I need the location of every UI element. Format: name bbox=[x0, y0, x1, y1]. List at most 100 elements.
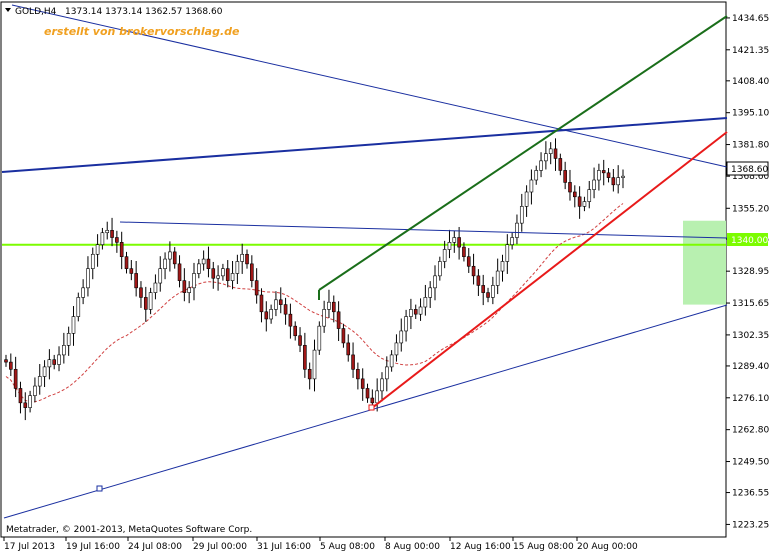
support-zone[interactable] bbox=[683, 220, 726, 305]
candle-body bbox=[90, 253, 95, 269]
candle bbox=[182, 268, 187, 302]
candle-body bbox=[327, 301, 331, 310]
candle-body bbox=[240, 253, 244, 262]
candle bbox=[606, 168, 611, 183]
candle bbox=[86, 256, 90, 297]
candle-body bbox=[264, 311, 269, 320]
candle bbox=[611, 168, 616, 192]
candle-body bbox=[466, 256, 471, 267]
trendline-horizontal-resistance[interactable] bbox=[119, 221, 728, 239]
candle-body bbox=[293, 325, 298, 337]
candle bbox=[447, 229, 452, 259]
candle bbox=[57, 346, 61, 372]
candle-body bbox=[168, 251, 172, 260]
price-axis[interactable]: 1434.65 1421.35 1408.40 1395.10 1381.80 1368.… bbox=[726, 14, 769, 530]
candle bbox=[168, 241, 172, 272]
candle-body bbox=[442, 249, 447, 262]
candle-body bbox=[505, 244, 510, 262]
candle-body bbox=[235, 261, 240, 274]
x-tick-label: 29 Jul 00:00 bbox=[193, 542, 247, 552]
candle-body bbox=[37, 376, 42, 387]
candle-body bbox=[519, 206, 524, 224]
level-price-tag-box bbox=[727, 233, 768, 246]
candle-body bbox=[115, 237, 119, 243]
candle-body bbox=[245, 253, 249, 265]
candle bbox=[466, 248, 471, 273]
channel-red-line[interactable] bbox=[371, 131, 728, 409]
candlestick-series bbox=[4, 138, 625, 421]
candle-body bbox=[221, 268, 225, 277]
symbol-dropdown-arrow-icon[interactable] bbox=[5, 8, 11, 12]
candle bbox=[216, 265, 220, 291]
candle bbox=[389, 350, 394, 372]
time-axis[interactable]: 17 Jul 2013 19 Jul 16:00 24 Jul 08:00 29 Ju… bbox=[3, 537, 638, 552]
trendline-lower-support[interactable] bbox=[3, 304, 728, 519]
candle-body bbox=[433, 275, 437, 289]
candle bbox=[172, 247, 177, 269]
candle-body bbox=[544, 153, 548, 162]
candle bbox=[553, 138, 558, 171]
red-line-anchor-handle[interactable] bbox=[368, 404, 375, 411]
candle-body bbox=[534, 170, 539, 181]
candle bbox=[519, 193, 524, 232]
candle-body bbox=[365, 388, 370, 399]
candle-body bbox=[76, 297, 81, 317]
candle-body bbox=[312, 349, 317, 380]
symbol-timeframe-label: GOLD,H4 bbox=[15, 7, 57, 17]
candle-body bbox=[399, 330, 404, 344]
candle-body bbox=[491, 285, 495, 298]
candle-body bbox=[124, 256, 129, 269]
candle bbox=[495, 258, 500, 295]
candle bbox=[187, 281, 191, 304]
candle bbox=[298, 327, 302, 353]
x-tick-label: 5 Aug 08:00 bbox=[320, 542, 375, 552]
candle bbox=[476, 269, 481, 296]
y-tick-label: 1289.40 bbox=[732, 362, 769, 372]
candle bbox=[529, 169, 534, 205]
candle-body bbox=[452, 237, 457, 243]
candle-body bbox=[201, 258, 206, 265]
candle-body bbox=[336, 311, 341, 329]
y-tick-label: 1328.95 bbox=[732, 267, 769, 277]
candle-body bbox=[471, 265, 476, 277]
candle-body bbox=[259, 294, 264, 313]
candle-body bbox=[283, 304, 288, 315]
trendline-anchor-handle[interactable] bbox=[96, 485, 103, 492]
candle-body bbox=[524, 191, 529, 207]
candle-body bbox=[182, 280, 187, 293]
trendline-top-descending[interactable] bbox=[11, 4, 728, 168]
y-tick-label: 1315.65 bbox=[732, 299, 769, 309]
candle bbox=[211, 261, 216, 289]
candle-body bbox=[616, 177, 620, 186]
y-tick-label: 1236.55 bbox=[732, 489, 769, 499]
candle-body bbox=[187, 287, 191, 293]
candle-body bbox=[447, 242, 452, 250]
candle bbox=[409, 298, 413, 330]
trendline-upper-thick[interactable] bbox=[1, 117, 728, 173]
candle-body bbox=[515, 222, 519, 238]
candle bbox=[592, 167, 596, 199]
candle bbox=[327, 289, 331, 319]
candle-body bbox=[577, 196, 582, 207]
channel-green-line[interactable] bbox=[318, 15, 728, 291]
candle bbox=[577, 186, 582, 219]
plot-area-border bbox=[0, 1, 727, 538]
copyright-text: Metatrader, © 2001-2013, MetaQuotes Soft… bbox=[6, 525, 252, 535]
candle bbox=[587, 180, 592, 209]
candle-body bbox=[250, 263, 254, 281]
candle bbox=[230, 260, 235, 290]
candle bbox=[177, 255, 182, 288]
candle-body bbox=[568, 182, 572, 193]
candle bbox=[288, 303, 293, 339]
y-tick-label: 1395.10 bbox=[732, 109, 769, 119]
candle bbox=[558, 153, 563, 176]
candle bbox=[433, 265, 437, 301]
candle-body bbox=[9, 361, 13, 370]
candle-body bbox=[582, 201, 587, 207]
candle bbox=[23, 392, 28, 421]
candle-body bbox=[57, 354, 61, 365]
ohlc-values: 1373.14 1373.14 1362.57 1368.60 bbox=[65, 7, 223, 17]
candle-body bbox=[288, 313, 293, 327]
candle bbox=[568, 169, 572, 201]
